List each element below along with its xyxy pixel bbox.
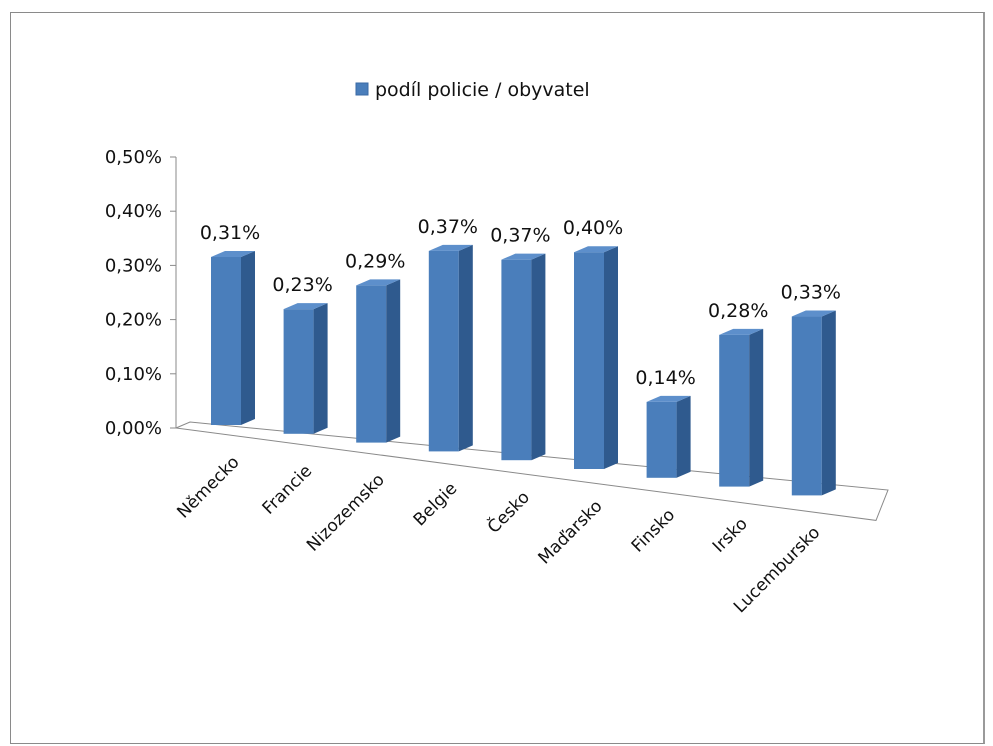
floor-plane (174, 421, 889, 521)
bar-top (791, 310, 836, 317)
bar-top (719, 328, 764, 335)
bar (719, 328, 764, 487)
y-tick-label: 0,20% (105, 310, 162, 331)
category-label: Francie (259, 461, 316, 518)
category-label: Nizozemsko (303, 470, 389, 556)
data-labels: 0,31% 0,23% 0,29% 0,37% 0,37% 0,40% 0,14% 0,28%… (200, 216, 841, 389)
legend: podíl policie / obyvatel (355, 79, 590, 101)
bar-front (356, 285, 387, 443)
bar-side (241, 250, 255, 425)
bar (428, 244, 473, 452)
bars (211, 244, 836, 496)
bar-top (356, 279, 401, 286)
y-tick-label: 0,10% (105, 364, 162, 385)
bar (646, 395, 691, 478)
data-label: 0,29% (345, 250, 405, 272)
y-tick-label: 0,50% (105, 147, 162, 168)
category-label: Lucembursko (730, 523, 824, 617)
data-label: 0,14% (635, 367, 695, 389)
category-label: Německo (173, 452, 243, 522)
bar (791, 310, 836, 496)
data-label: 0,40% (563, 217, 623, 239)
category-label: Finsko (628, 505, 679, 556)
bar-front (574, 252, 604, 469)
y-axis: 0,00% 0,10% 0,20% 0,30% 0,40% 0,50% (105, 147, 177, 439)
bar-front (428, 250, 459, 452)
category-label: Česko (482, 486, 533, 537)
bar (356, 279, 401, 443)
bar-side (821, 310, 836, 496)
data-label: 0,31% (200, 222, 260, 244)
category-label: Irsko (709, 514, 752, 557)
chart-floor (174, 421, 889, 521)
bar-front (791, 316, 822, 496)
bar-top (211, 250, 255, 257)
data-label: 0,37% (490, 225, 550, 247)
bar-front (646, 401, 677, 478)
bar-front (719, 334, 750, 487)
data-label: 0,23% (272, 274, 332, 296)
bar-side (386, 279, 401, 443)
bar-front (283, 309, 314, 434)
y-tick-label: 0,30% (105, 255, 162, 276)
bar-side (531, 253, 546, 461)
category-label: Belgie (410, 479, 461, 530)
bar (283, 303, 328, 434)
bar-side (749, 328, 764, 487)
bar-side (604, 246, 618, 469)
bar (574, 246, 618, 469)
bar (211, 250, 255, 425)
legend-swatch (355, 82, 369, 96)
bar-front (211, 256, 241, 425)
data-label: 0,33% (781, 282, 841, 304)
bar-top (501, 253, 546, 260)
data-label: 0,28% (708, 300, 768, 322)
data-label: 0,37% (418, 216, 478, 238)
bar-top (428, 244, 473, 251)
y-tick-label: 0,00% (105, 418, 162, 439)
bar-side (676, 395, 691, 478)
category-label: Maďarsko (535, 496, 607, 568)
bar-side (458, 244, 473, 452)
bar-front (501, 259, 532, 461)
bar-top (646, 395, 691, 402)
bar-top (574, 246, 618, 253)
y-tick-label: 0,40% (105, 201, 162, 222)
bar-top (283, 303, 328, 310)
bar-side (313, 303, 328, 434)
bar (501, 253, 546, 461)
legend-label: podíl policie / obyvatel (375, 79, 590, 101)
